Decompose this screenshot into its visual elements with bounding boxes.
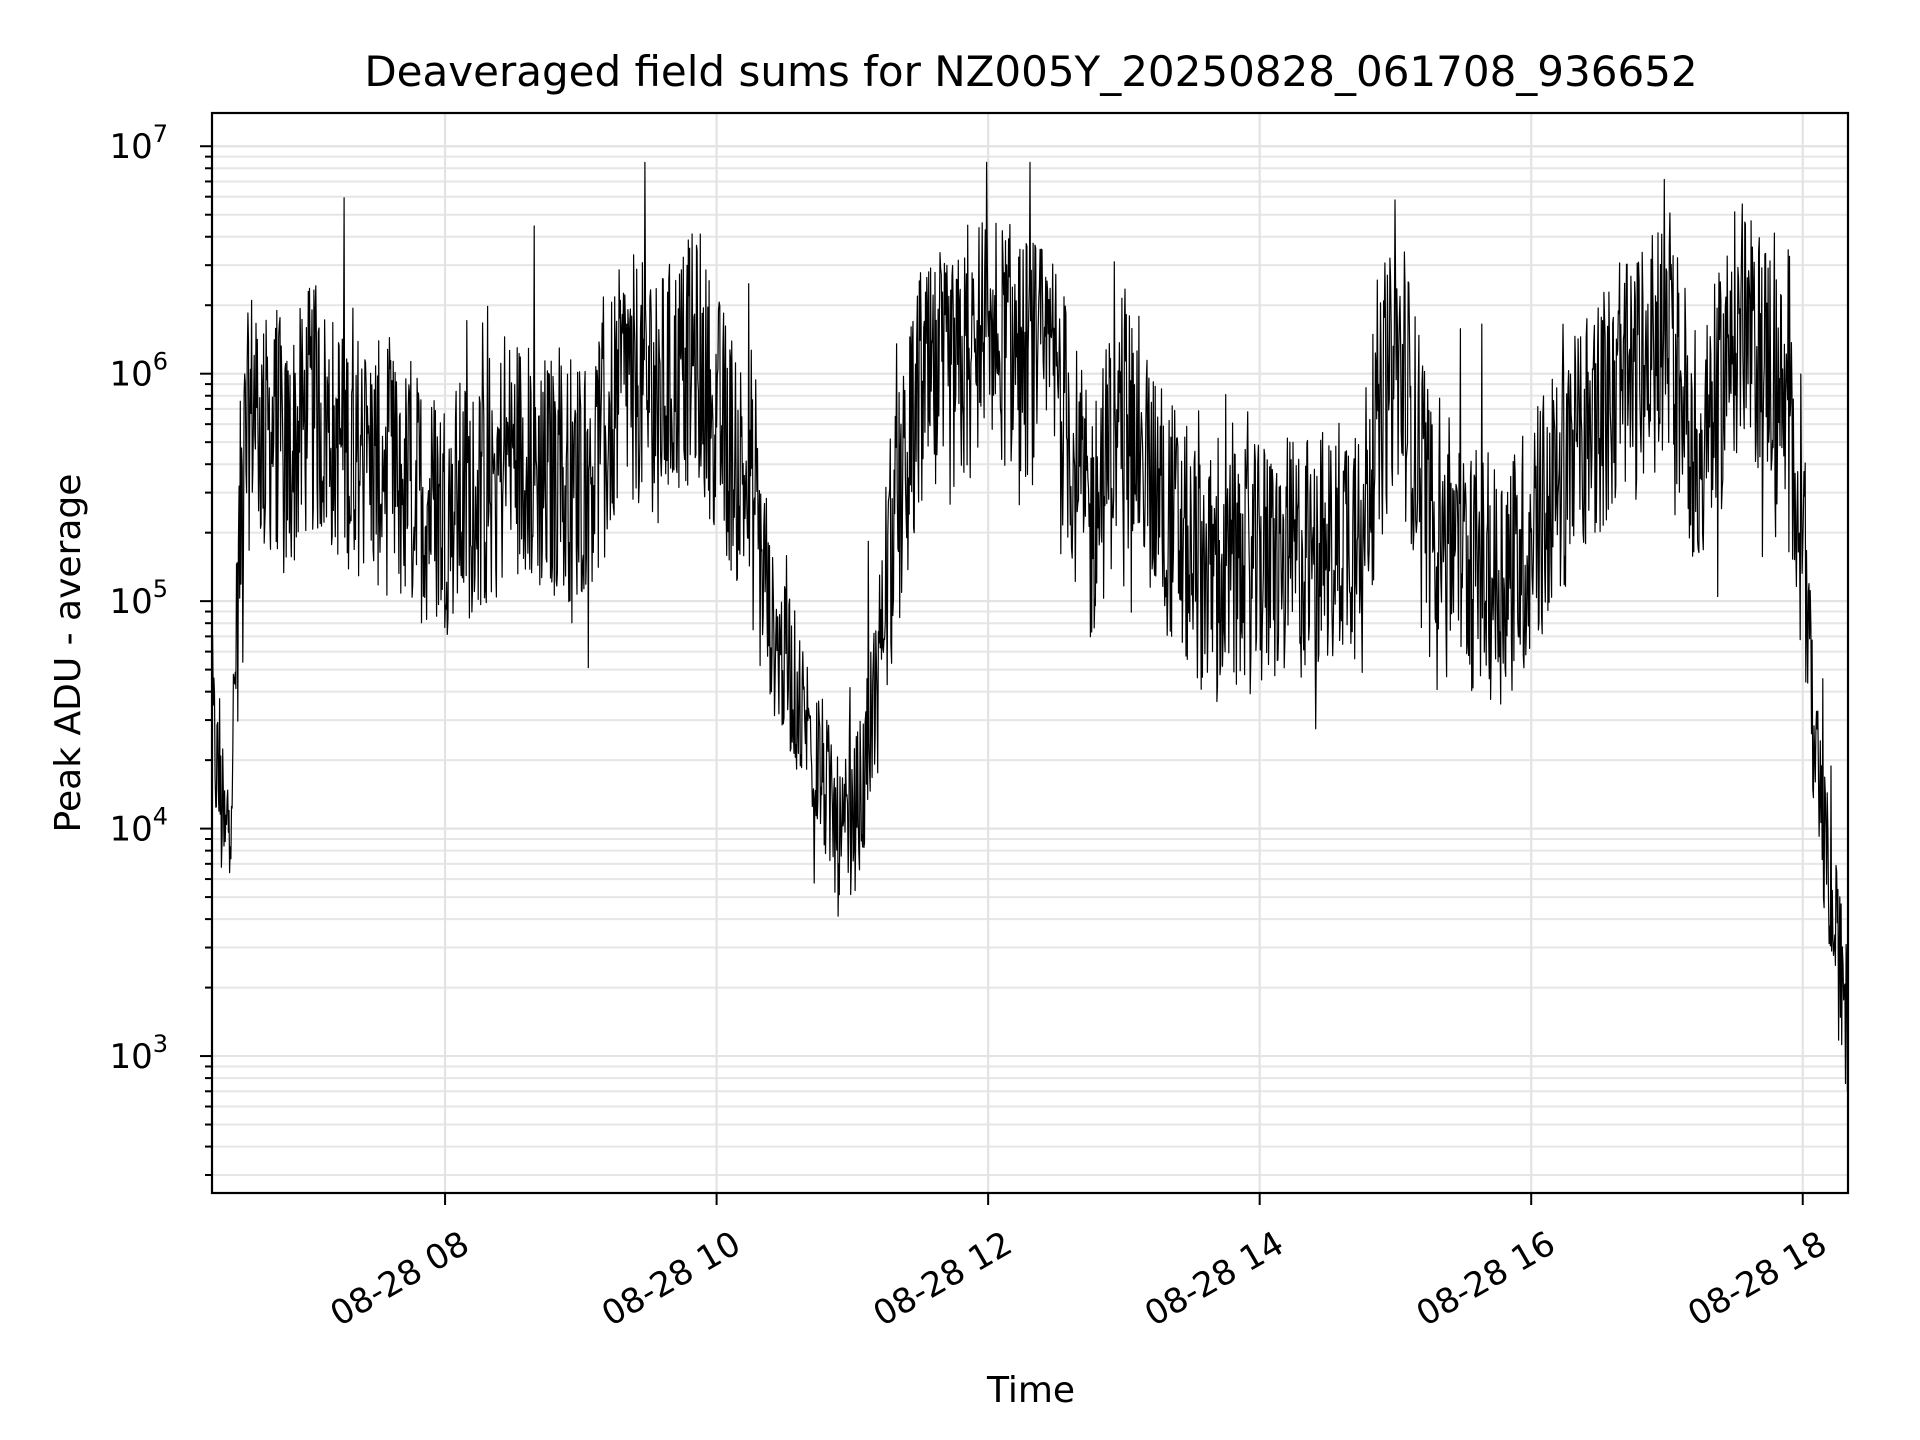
y-tick-label: 104 — [109, 803, 168, 850]
x-axis-label: Time — [986, 1370, 1075, 1411]
plot-frame — [210, 111, 1850, 1195]
x-tick-label: 08-28 16 — [1410, 1224, 1562, 1335]
x-axis: 08-28 08 08-28 10 08-28 12 08-28 14 08-28 16… — [324, 1193, 1834, 1335]
x-tick-label: 08-28 18 — [1681, 1224, 1833, 1335]
x-tick-label: 08-28 08 — [324, 1224, 476, 1335]
chart-title: Deaveraged field sums for NZ005Y_2025082… — [364, 47, 1697, 96]
series-line — [212, 161, 1848, 1092]
y-tick-label: 107 — [109, 120, 168, 167]
x-tick-label: 08-28 10 — [595, 1224, 747, 1335]
x-tick-label: 08-28 14 — [1138, 1224, 1290, 1335]
plot-area — [212, 161, 1848, 1092]
y-axis-label: Peak ADU - average — [48, 474, 89, 833]
y-tick-label: 105 — [109, 575, 168, 622]
x-tick-label: 08-28 12 — [867, 1224, 1019, 1335]
y-axis: 103 104 105 106 107 — [109, 120, 212, 1077]
y-tick-label: 103 — [109, 1030, 168, 1077]
y-tick-label: 106 — [109, 348, 168, 395]
